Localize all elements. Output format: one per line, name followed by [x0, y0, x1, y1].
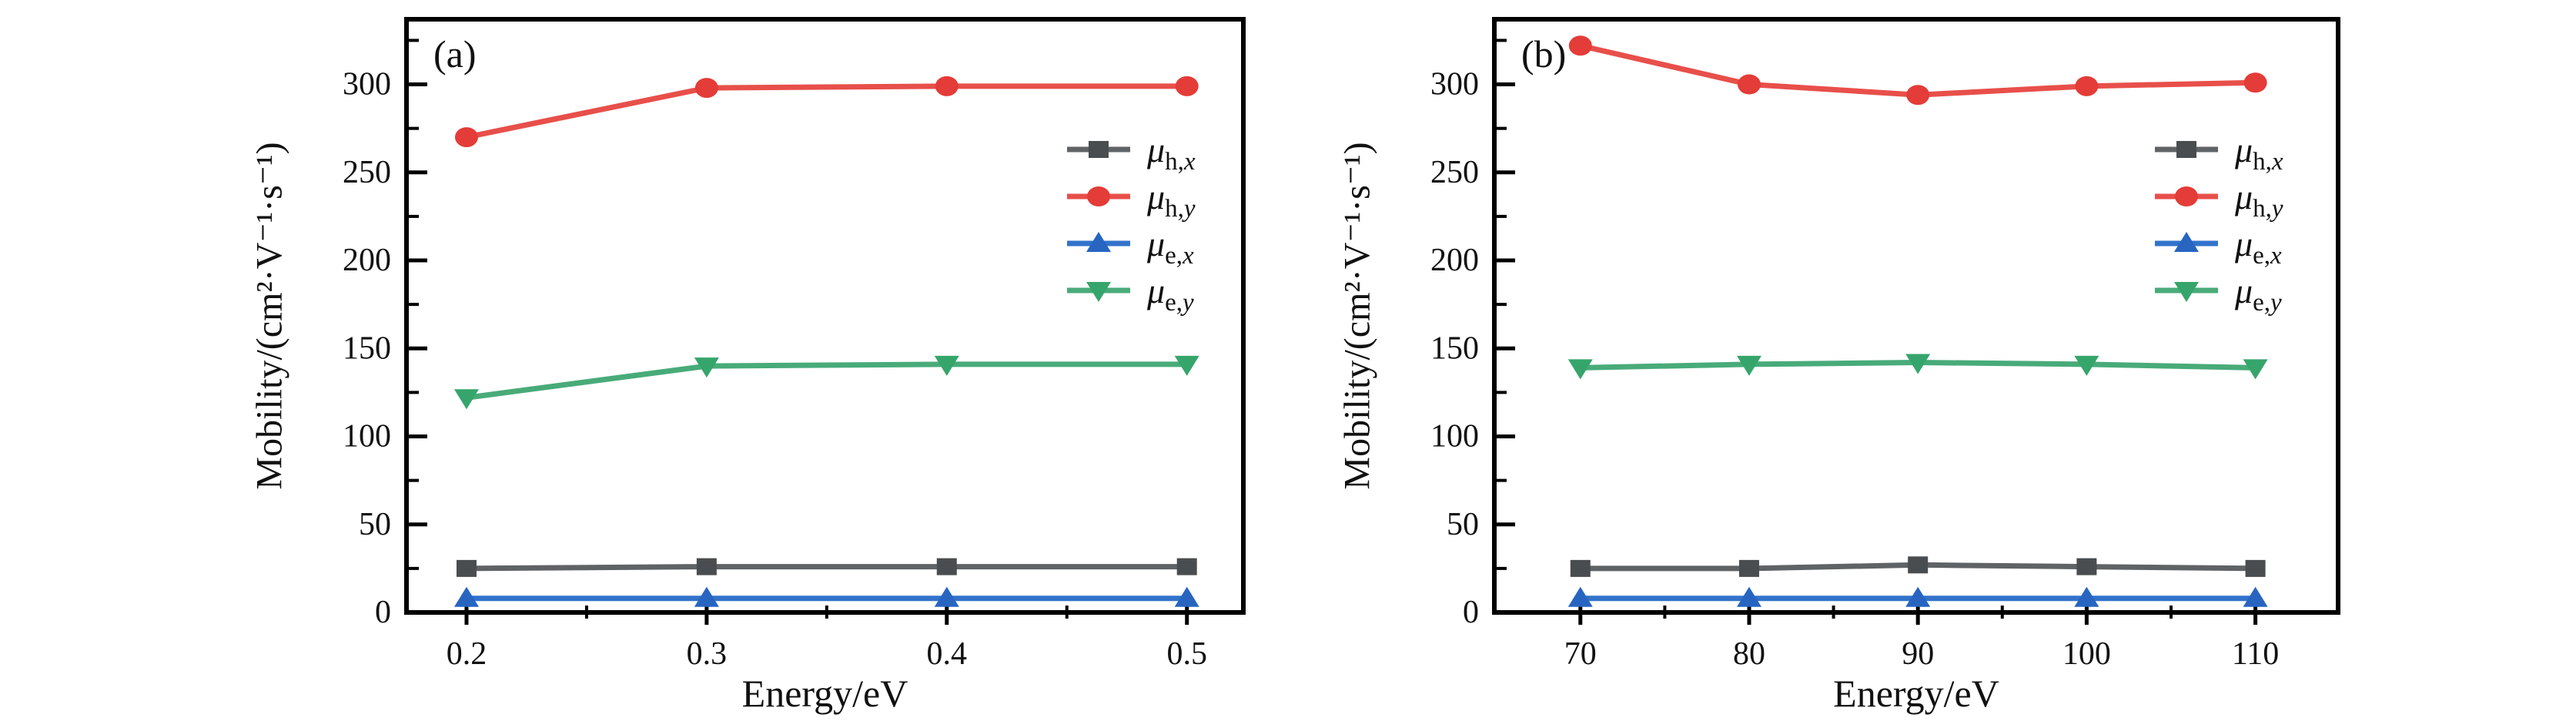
legend-label-mu-e-x: μe,x: [2234, 224, 2282, 270]
y-tick-label: 0: [1463, 595, 1479, 630]
y-tick-label: 200: [343, 243, 391, 278]
panel-a: 0 50 100 150 200 250 300 0.2 0.3 0.4 0.5 Energy/eV M…: [249, 17, 1246, 715]
series-mu-e-x-marker: [1736, 586, 1761, 607]
y-tick-label: 300: [1430, 67, 1479, 102]
series-mu-e-x-marker: [2243, 586, 2268, 607]
series-mu-e-y-marker: [934, 355, 959, 376]
x-tick-label: 80: [1733, 636, 1765, 672]
series-mu-h-y-marker: [1175, 75, 1199, 96]
y-tick-label: 50: [359, 507, 391, 542]
series-mu-h-y-marker: [935, 75, 958, 96]
legend-label-mu-h-x: μh,x: [2234, 130, 2283, 176]
series-mu-h-y-marker: [694, 78, 718, 99]
series-mu-e-y-marker: [2243, 359, 2268, 380]
x-tick-label: 70: [1564, 636, 1597, 672]
y-axis-title: Mobility/(cm²·V⁻¹·s⁻¹): [249, 142, 290, 489]
y-tick-label: 50: [1447, 507, 1479, 542]
plot-frame: [1492, 17, 2340, 615]
y-axis-title: Mobility/(cm²·V⁻¹·s⁻¹): [1337, 142, 1378, 489]
legend-marker-mu-e-x: [1086, 232, 1111, 252]
x-axis-title: Energy/eV: [742, 672, 908, 715]
y-tick-label: 300: [343, 67, 391, 102]
series-mu-h-x-line: [466, 564, 1187, 572]
x-tick-label: 0.4: [927, 636, 968, 672]
legend-marker-mu-e-y: [2174, 282, 2199, 302]
series-mu-e-x-marker: [934, 586, 959, 607]
y-tick-label: 0: [375, 595, 391, 630]
plot-frame: [404, 17, 1246, 615]
series-mu-h-y-marker: [1568, 35, 1592, 56]
legend-marker-mu-h-y: [1087, 186, 1110, 206]
series-mu-e-x-marker: [1174, 586, 1199, 607]
series-mu-h-y-marker: [1906, 85, 1930, 106]
series-mu-h-x-marker: [2245, 559, 2266, 577]
series-mu-e-y-marker: [1174, 355, 1199, 376]
series-mu-e-x-marker: [694, 586, 719, 607]
panel-b: 0 50 100 150 200 250 300 70 80 90 100 110 Energy/eV M…: [1337, 17, 2340, 715]
x-tick-label: 0.2: [447, 636, 487, 672]
series-mu-e-x-marker: [2074, 586, 2099, 607]
x-axis-title: Energy/eV: [1833, 672, 1999, 715]
legend-label-mu-h-y: μh,y: [1146, 177, 1196, 223]
y-tick-label: 250: [1430, 155, 1479, 190]
legend-marker-mu-e-y: [1086, 282, 1111, 302]
series-mu-h-x-marker: [2076, 558, 2097, 575]
legend-marker-mu-e-x: [2174, 232, 2199, 252]
series-mu-h-y-marker: [2243, 72, 2267, 93]
panel-label: (a): [433, 32, 477, 75]
panel-label: (b): [1521, 32, 1566, 75]
y-tick-label: 150: [1430, 330, 1479, 366]
series-mu-h-x-marker: [1908, 556, 1929, 574]
legend-label-mu-e-x: μe,x: [1146, 224, 1194, 270]
series-mu-h-y-marker: [2075, 75, 2099, 96]
x-tick-label: 90: [1902, 636, 1934, 672]
x-tick-label: 0.5: [1166, 636, 1207, 672]
series-mu-e-y-marker: [453, 389, 479, 410]
series-mu-e-y-marker: [2074, 355, 2099, 376]
series-mu-e-y-marker: [1567, 359, 1593, 380]
legend-marker-mu-h-y: [2175, 186, 2198, 206]
series-mu-e-y-line: [466, 361, 1187, 401]
series-mu-h-x-marker: [936, 558, 957, 575]
series-mu-h-x-marker: [1738, 559, 1759, 577]
series-mu-h-y-line: [466, 83, 1187, 140]
y-tick-label: 250: [343, 155, 391, 190]
y-tick-label: 150: [343, 330, 391, 366]
series-mu-h-y-marker: [1737, 74, 1761, 95]
legend-label-mu-h-x: μh,x: [1146, 130, 1196, 176]
series-mu-h-y-marker: [454, 127, 478, 148]
legend-marker-mu-h-x: [1089, 141, 1109, 158]
series-mu-h-x-marker: [1176, 558, 1197, 575]
y-tick-label: 100: [343, 419, 391, 455]
series-mu-e-x-marker: [1567, 586, 1593, 607]
x-tick-label: 110: [2232, 636, 2279, 672]
y-tick-label: 200: [1430, 243, 1479, 278]
legend-label-mu-e-y: μe,y: [1146, 271, 1194, 317]
x-tick-label: 100: [2062, 636, 2111, 672]
series-mu-e-y-marker: [694, 357, 719, 378]
series-mu-h-x-marker: [1570, 559, 1591, 577]
series-mu-e-x-marker: [1905, 586, 1931, 607]
y-tick-label: 100: [1430, 419, 1479, 455]
legend-label-mu-h-y: μh,y: [2234, 177, 2283, 223]
legend-marker-mu-h-x: [2176, 141, 2196, 158]
series-mu-e-y-marker: [1736, 355, 1761, 376]
series-mu-e-y-marker: [1905, 354, 1931, 374]
series-mu-e-x-marker: [453, 586, 479, 607]
series-mu-h-x-marker: [456, 559, 477, 577]
series-mu-h-x-marker: [696, 558, 717, 575]
legend-label-mu-e-y: μe,y: [2234, 271, 2282, 317]
x-tick-label: 0.3: [687, 636, 728, 672]
